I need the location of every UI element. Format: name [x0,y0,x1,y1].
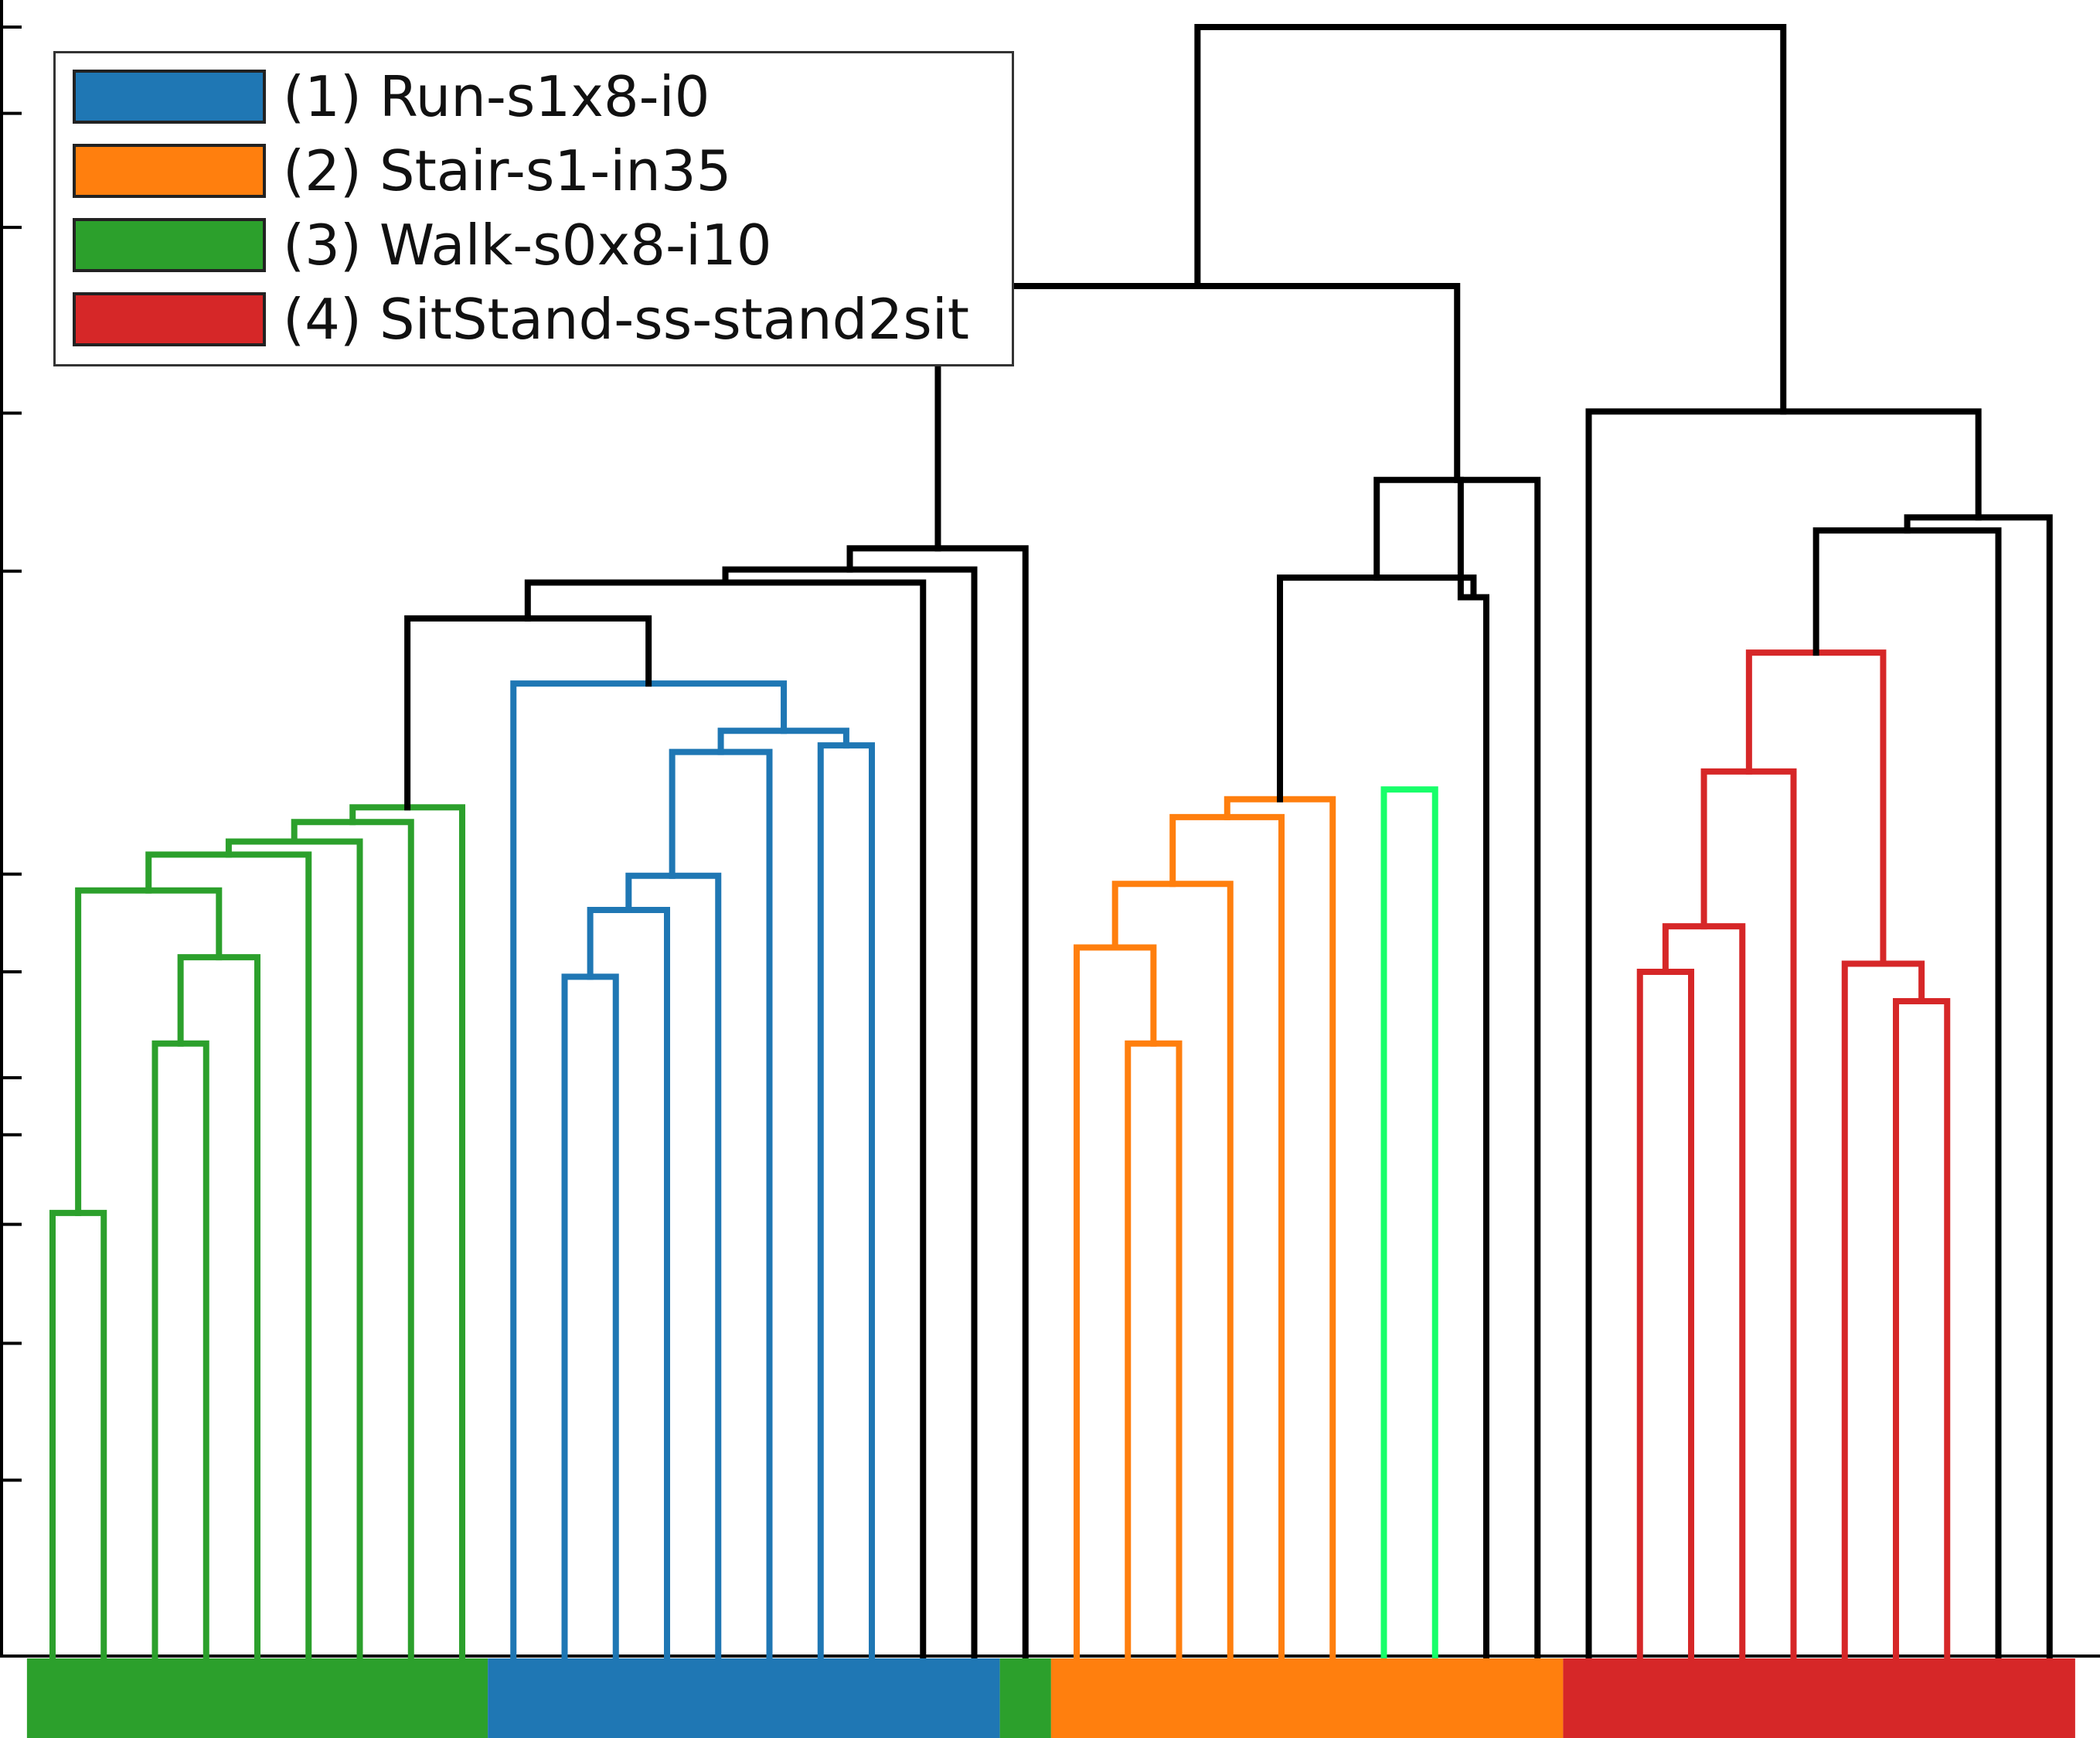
dendrogram-link-35 [1745,649,1887,967]
legend: (1) Run-s1x8-i0 (2) Stair-s1-in35 (3) Wa… [53,51,1014,366]
dendrogram-link-15 [510,680,788,1659]
dendrogram-link-3 [177,954,260,1659]
leaf-bar-segment-2 [488,1658,1000,1738]
y-axis-ticks [2,26,22,1658]
leaf-color-bar [26,1658,2075,1738]
dendrogram-link-5 [145,851,312,1659]
dendrogram-link-2 [151,1040,209,1659]
legend-entry-stair: (2) Stair-s1-in35 [73,138,732,203]
dendrogram-link-20 [1125,1040,1183,1659]
dendrogram-link-38 [1585,408,1982,1659]
dendrogram-link-37 [1904,514,2053,1659]
dendrogram-link-25 [1380,786,1438,1659]
dendrogram-link-1 [49,1209,107,1659]
legend-label-sitstand: (4) SitStand-ss-stand2sit [283,287,969,352]
dendrogram-link-6 [225,838,363,1659]
dendrogram-link-32 [1700,768,1797,1659]
dendrogram-link-30 [1636,969,1694,1659]
dendrogram-link-9 [561,973,619,1659]
leaf-bar-segment-4 [1050,1658,1564,1738]
legend-entry-run: (1) Run-s1x8-i0 [73,64,710,129]
dendrogram-link-11 [625,872,722,1659]
legend-swatch-run [73,70,266,124]
dendrogram-link-19 [846,545,1029,1659]
legend-swatch-stair [73,144,266,198]
leaf-bar-segment-1 [26,1658,488,1738]
legend-entry-sitstand: (4) SitStand-ss-stand2sit [73,287,969,352]
legend-label-stair: (2) Stair-s1-in35 [283,138,732,203]
dendrogram-link-7 [291,819,414,1659]
dendrogram-link-13 [817,742,875,1659]
dendrogram-link-16 [404,615,652,811]
legend-label-run: (1) Run-s1x8-i0 [283,64,710,129]
dendrogram-link-28 [1373,476,1541,1659]
dendrogram-links [49,24,2053,1659]
dendrogram-link-34 [1841,960,1925,1659]
dendrogram-link-14 [717,728,849,755]
legend-entry-walk: (3) Walk-s0x8-i10 [73,213,772,278]
dendrogram-link-31 [1662,923,1746,1659]
dendrogram-link-22 [1111,881,1234,1659]
legend-label-walk: (3) Walk-s0x8-i10 [283,213,772,278]
dendrogram-link-33 [1893,997,1951,1659]
legend-swatch-sitstand [73,292,266,346]
legend-swatch-walk [73,218,266,272]
dendrogram-link-10 [587,906,670,1659]
dendrogram-link-23 [1169,813,1285,1659]
leaf-bar-segment-5 [1563,1658,2075,1738]
dendrogram-link-27 [1277,574,1477,803]
dendrogram-link-21 [1074,944,1157,1659]
dendrogram-link-26 [1457,476,1489,1659]
dendrogram-link-4 [75,887,223,1216]
dendrogram-link-39 [1194,24,1787,415]
dendrogram-link-8 [349,804,465,1659]
leaf-bar-segment-3 [999,1658,1051,1738]
